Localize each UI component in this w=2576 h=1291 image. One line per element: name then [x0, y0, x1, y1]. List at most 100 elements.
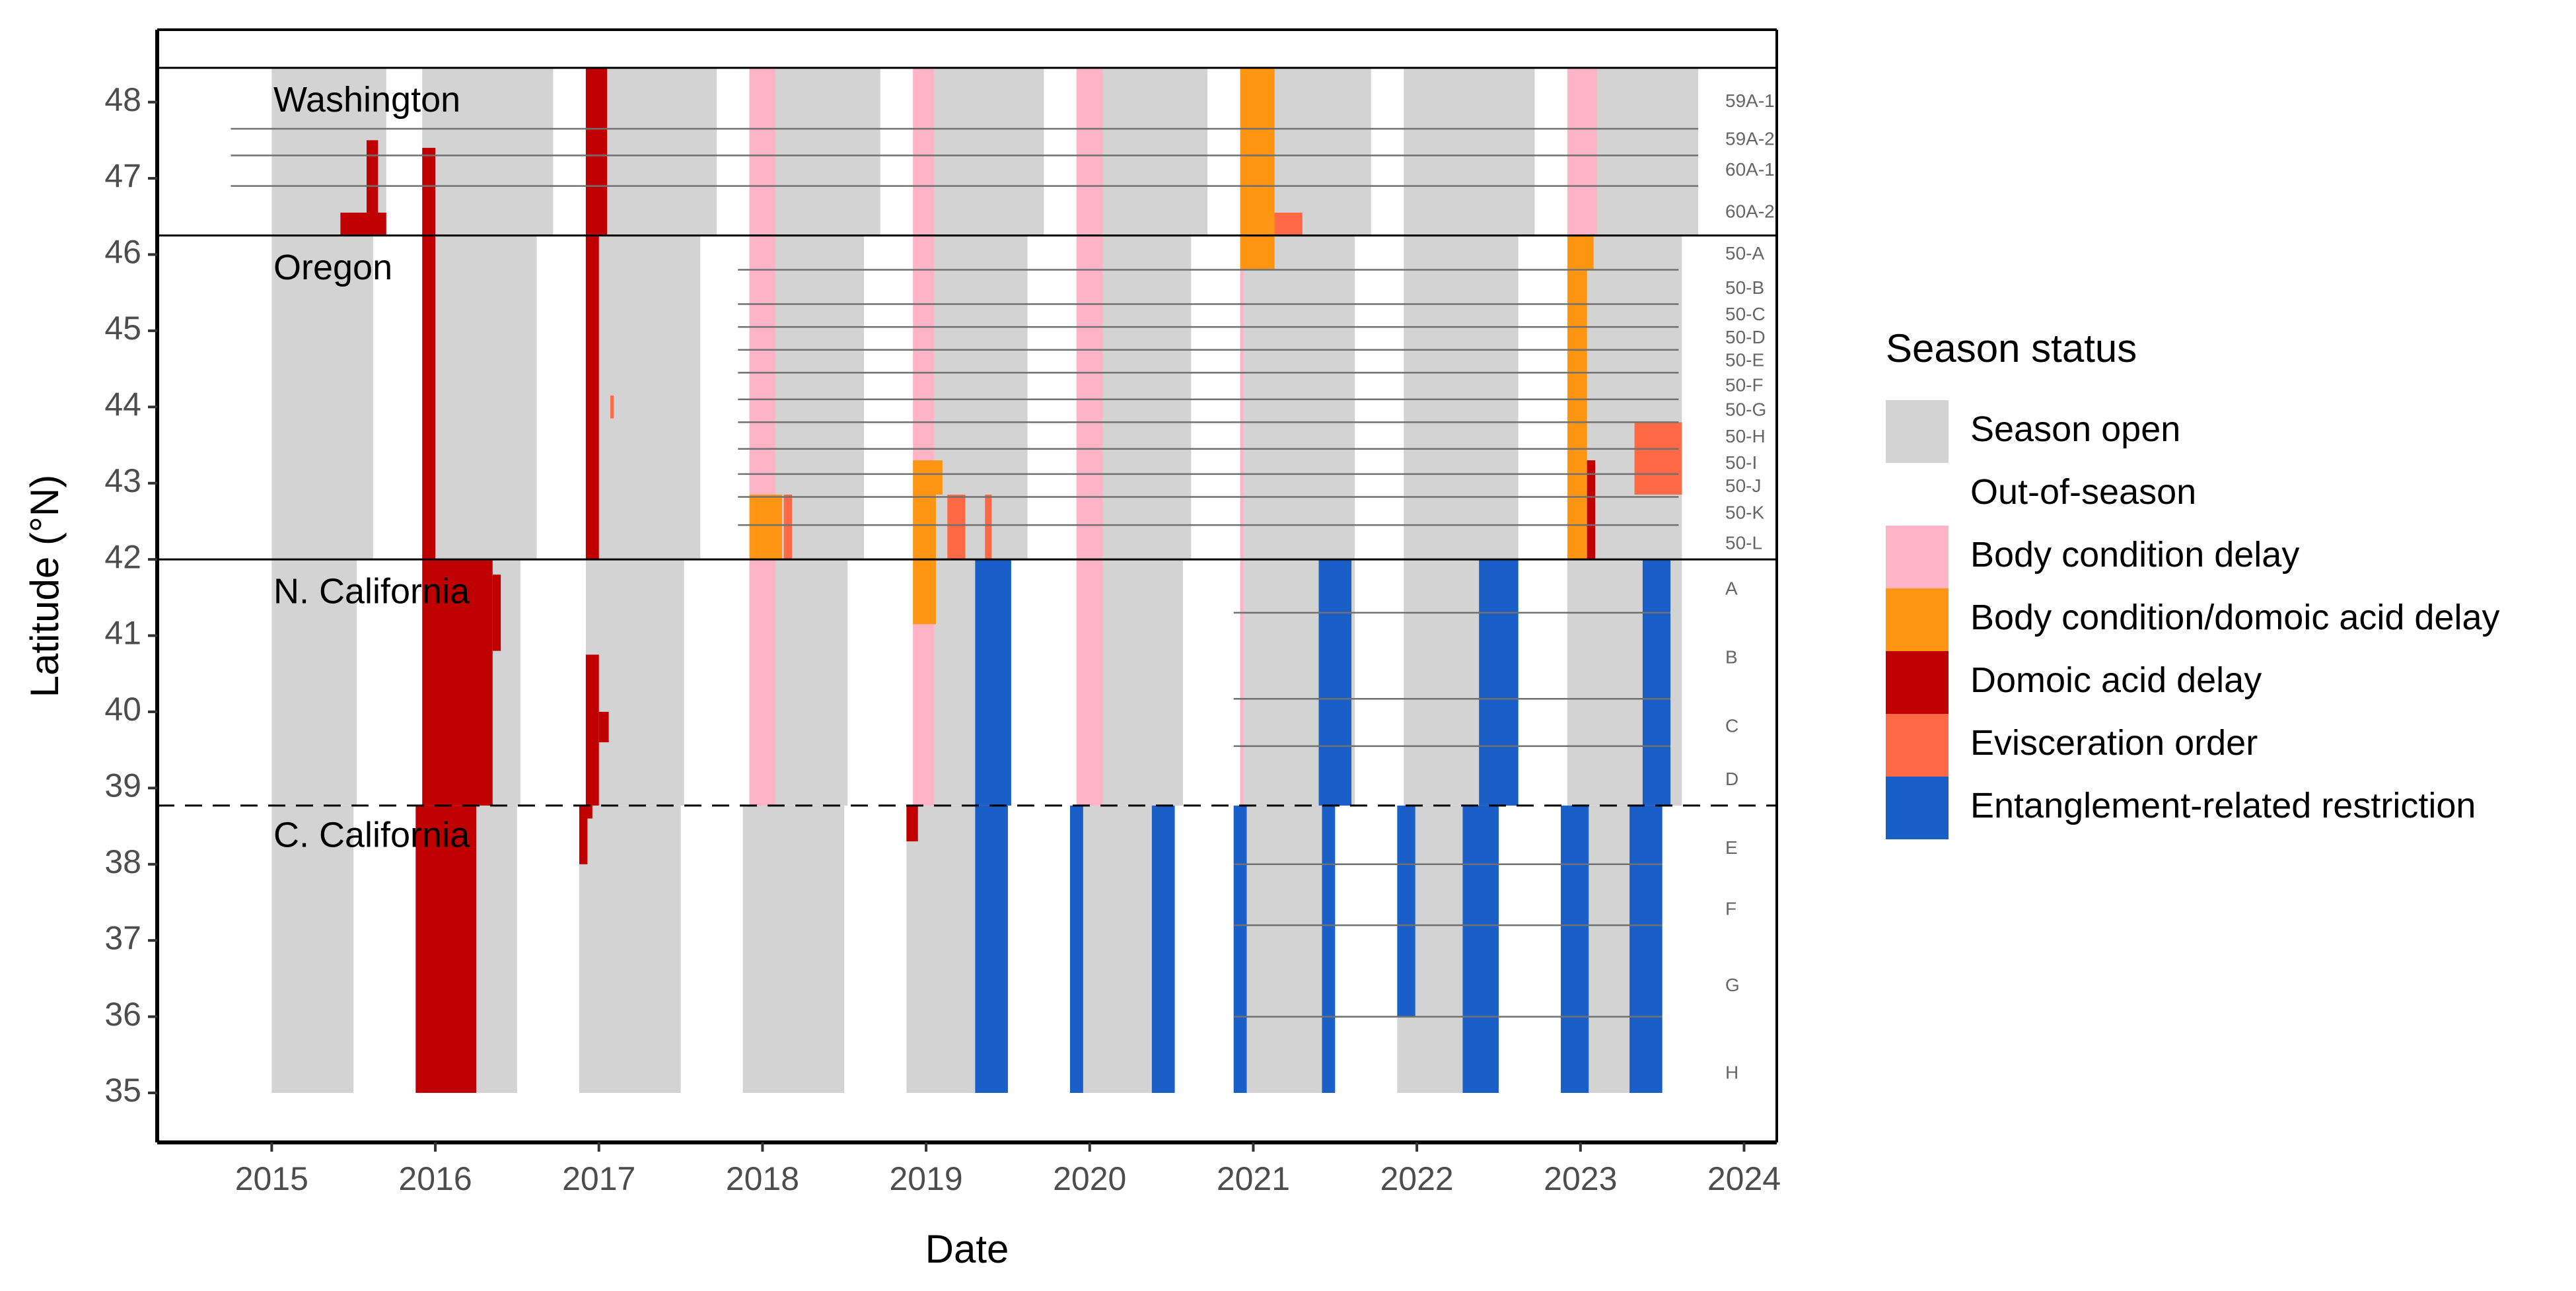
status-bar: [1629, 805, 1663, 1093]
y-tick-label: 40: [104, 691, 141, 728]
y-tick-label: 47: [104, 157, 141, 194]
region-label: Oregon: [273, 248, 392, 287]
data-layer: [271, 67, 1699, 1093]
zone-label: 60A-2: [1725, 201, 1775, 221]
status-bar: [1233, 805, 1247, 1093]
legend-label: Body condition delay: [1970, 535, 2299, 575]
legend-key: [1886, 588, 1949, 651]
y-tick-label: 41: [104, 615, 141, 652]
zone-label: 50-I: [1725, 452, 1757, 473]
status-bar: [271, 559, 357, 806]
legend-key: [1886, 777, 1949, 839]
status-bar: [1479, 559, 1519, 806]
status-bar: [1462, 805, 1499, 1093]
x-tick-label: 2024: [1707, 1160, 1781, 1197]
region-boundaries-layer: [157, 67, 1777, 807]
status-bar: [985, 495, 992, 560]
status-bar: [422, 67, 554, 236]
status-bar: [749, 67, 776, 806]
y-axis-title: Latitude (°N): [22, 475, 67, 697]
status-bar: [1567, 269, 1587, 560]
status-bar: [585, 559, 684, 806]
status-bar: [913, 67, 935, 806]
zone-label: 50-H: [1725, 426, 1766, 446]
status-bar: [913, 67, 1044, 236]
legend-label: Out-of-season: [1970, 472, 2196, 512]
zone-label: 50-E: [1725, 349, 1764, 370]
x-tick-label: 2022: [1380, 1160, 1453, 1197]
zone-label: 50-F: [1725, 375, 1764, 396]
y-tick-label: 42: [104, 538, 141, 575]
region-label: Washington: [273, 80, 460, 120]
status-bar: [742, 805, 845, 1093]
status-bar: [1561, 805, 1589, 1093]
status-bar: [585, 654, 599, 806]
zone-label: 50-B: [1725, 277, 1764, 298]
status-bar: [947, 495, 966, 560]
x-tick-label: 2015: [235, 1160, 308, 1197]
x-tick-label: 2019: [889, 1160, 962, 1197]
x-tick-label: 2020: [1053, 1160, 1126, 1197]
status-bar: [422, 559, 493, 806]
status-bar: [1240, 235, 1244, 806]
zone-label: 60A-1: [1725, 159, 1775, 180]
zone-label: F: [1725, 898, 1736, 919]
status-bar: [1642, 559, 1671, 806]
legend-key: [1886, 463, 1949, 526]
status-bar: [1240, 67, 1275, 270]
status-bar: [1404, 235, 1519, 560]
y-tick-label: 45: [104, 310, 141, 347]
y-tick-label: 48: [104, 81, 141, 118]
legend-key: [1886, 400, 1949, 463]
status-bar: [585, 235, 599, 560]
zone-label: B: [1725, 647, 1738, 668]
x-tick-label: 2017: [562, 1160, 635, 1197]
status-bar: [1233, 805, 1336, 1093]
zone-lines-layer: [231, 127, 1699, 1018]
status-bar: [579, 818, 588, 864]
legend-label: Evisceration order: [1970, 723, 2258, 763]
legend-label: Entanglement-related restriction: [1970, 786, 2476, 825]
x-tick-label: 2018: [726, 1160, 799, 1197]
status-bar: [1274, 212, 1303, 236]
legend-key: [1886, 526, 1949, 588]
zone-label: A: [1725, 578, 1738, 599]
legend-label: Season open: [1970, 409, 2180, 449]
status-bar: [1567, 235, 1594, 270]
status-bar: [271, 235, 373, 560]
status-bar: [1397, 805, 1415, 1017]
status-bar: [492, 575, 501, 651]
zone-label: H: [1725, 1063, 1738, 1083]
zone-label: 50-G: [1725, 399, 1766, 419]
zone-label: C: [1725, 715, 1738, 736]
status-bar: [906, 805, 918, 842]
status-bar: [1070, 805, 1083, 1093]
zone-label: G: [1725, 975, 1740, 995]
legend-title: Season status: [1886, 326, 2137, 370]
zone-label: 50-K: [1725, 502, 1764, 522]
legend: Season status Season open Out-of-season Bod…: [1886, 326, 2499, 839]
status-bar: [585, 235, 701, 560]
status-bar: [579, 805, 592, 819]
x-tick-label: 2016: [398, 1160, 472, 1197]
status-bar: [367, 140, 378, 213]
status-bar: [415, 805, 476, 1093]
status-bar: [585, 67, 717, 236]
y-tick-label: 37: [104, 919, 141, 956]
y-tick-label: 43: [104, 462, 141, 499]
legend-key: [1886, 651, 1949, 714]
status-bar: [1240, 235, 1355, 560]
status-bar: [1404, 67, 1535, 236]
region-labels-layer: Washington Oregon N. California C. Californ…: [273, 80, 470, 855]
zone-label: E: [1725, 837, 1738, 858]
axes-layer: 35 36 37 38 39 40 41 42 43 44 45 46 47 48 2015 2016 2017…: [22, 28, 1781, 1271]
y-tick-label: 44: [104, 386, 141, 423]
zone-label: 50-J: [1725, 475, 1761, 496]
status-bar: [340, 212, 386, 236]
y-tick-label: 35: [104, 1072, 141, 1109]
status-bar: [271, 805, 354, 1093]
y-tick-label: 36: [104, 996, 141, 1033]
status-bar: [1076, 67, 1103, 806]
y-tick-label: 38: [104, 843, 141, 880]
